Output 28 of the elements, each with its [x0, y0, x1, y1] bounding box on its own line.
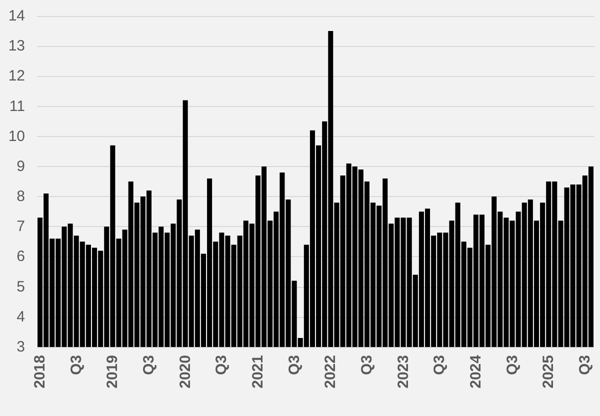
y-tick-label: 12 [8, 68, 25, 85]
x-tick-label: 2024 [467, 354, 484, 388]
y-tick-label: 11 [9, 98, 25, 115]
x-tick-label: 2023 [394, 355, 412, 388]
y-tick-label: 3 [16, 338, 25, 356]
y-tick-label: 10 [8, 128, 25, 145]
y-tick-label: 5 [16, 278, 25, 296]
x-tick-label: 2018 [32, 355, 49, 388]
x-tick-label: Q3 [213, 355, 230, 376]
y-tick-label: 14 [8, 8, 25, 24]
x-tick-label: Q3 [576, 355, 594, 376]
x-tick-label: 2022 [322, 355, 340, 388]
x-tick-label: Q3 [358, 355, 376, 376]
y-tick-label: 7 [16, 218, 25, 236]
y-tick-label: 6 [16, 248, 25, 266]
y-tick-label: 8 [16, 188, 25, 206]
x-tick-label: Q3 [504, 355, 521, 376]
x-tick-label: Q3 [140, 355, 158, 376]
y-tick-label: 9 [16, 158, 25, 175]
x-tick-label: 2025 [540, 355, 558, 388]
x-tick-label: 2020 [176, 355, 194, 388]
x-tick-label: 2019 [104, 355, 122, 388]
x-tick-label: 2021 [249, 355, 266, 388]
y-tick-label: 4 [16, 308, 25, 326]
x-tick-label: Q3 [286, 355, 303, 376]
x-tick-label: Q3 [68, 355, 85, 376]
x-tick-label: Q3 [431, 355, 448, 376]
y-tick-label: 13 [8, 38, 25, 55]
